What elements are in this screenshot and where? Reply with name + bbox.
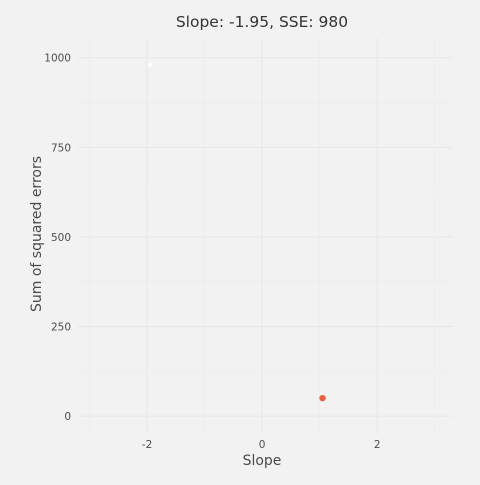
x-axis-label: Slope <box>243 453 282 469</box>
x-tick-label: 2 <box>374 439 381 451</box>
x-tick-label: -2 <box>142 439 152 451</box>
tick-layer: -2 0 2 0 250 500 750 1000 <box>44 53 380 451</box>
x-tick-label: 0 <box>259 439 266 451</box>
y-tick-label: 250 <box>51 321 71 333</box>
chart-title: Slope: -1.95, SSE: 980 <box>176 13 348 31</box>
point-layer <box>147 62 326 402</box>
y-tick-label: 500 <box>51 232 71 244</box>
data-point <box>319 394 326 402</box>
y-axis-label: Sum of squared errors <box>29 156 45 312</box>
y-tick-label: 0 <box>64 411 71 423</box>
grid-layer <box>78 38 452 434</box>
data-point <box>147 62 153 68</box>
y-tick-label: 750 <box>51 142 71 154</box>
y-tick-label: 1000 <box>44 53 71 65</box>
